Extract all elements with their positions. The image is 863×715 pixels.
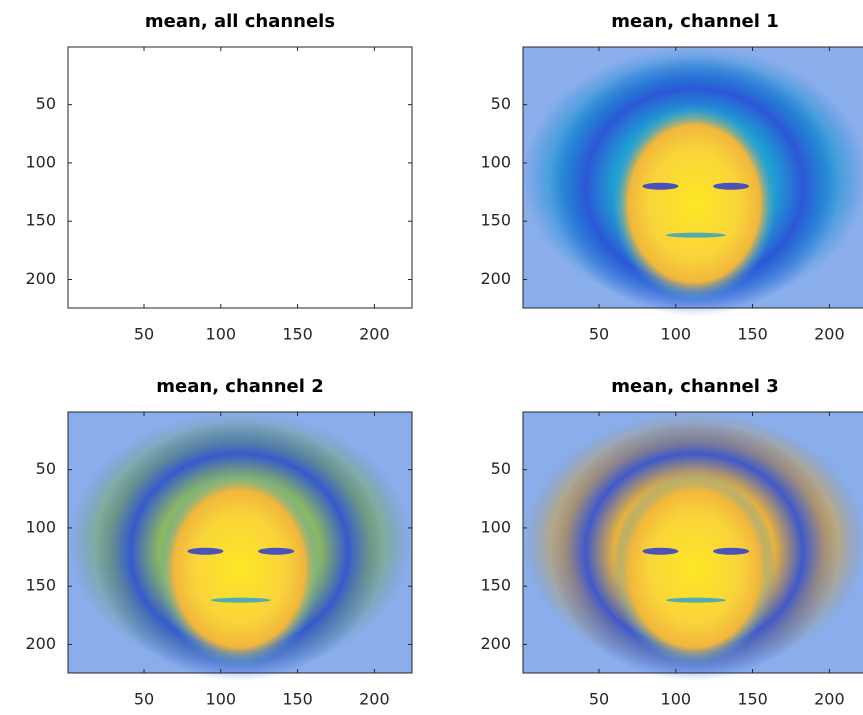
y-tick-label: 50 [491, 459, 511, 478]
y-tick-label: 100 [480, 517, 511, 536]
y-tick-label: 200 [25, 269, 56, 288]
subplot-title: mean, channel 1 [611, 11, 778, 32]
x-tick-label: 150 [737, 690, 768, 709]
subplot-title: mean, channel 2 [156, 376, 323, 397]
image-eye [713, 548, 749, 555]
image-face [612, 106, 776, 302]
image-face [612, 471, 776, 667]
axes-background [68, 47, 412, 308]
x-tick-label: 150 [737, 325, 768, 344]
x-tick-label: 100 [206, 325, 237, 344]
x-tick-label: 150 [282, 690, 313, 709]
x-tick-label: 50 [134, 690, 154, 709]
x-tick-label: 50 [589, 690, 609, 709]
image-mouth [666, 233, 726, 238]
image-eye [642, 548, 678, 555]
y-tick-label: 150 [25, 576, 56, 595]
y-tick-label: 50 [491, 94, 511, 113]
y-tick-label: 50 [36, 459, 56, 478]
figure: mean, all channels 50 100 150 200 50 100 150 200… [0, 0, 863, 715]
x-tick-label: 50 [134, 325, 154, 344]
x-tick-label: 50 [589, 325, 609, 344]
x-tick-label: 100 [661, 325, 692, 344]
y-tick-label: 200 [25, 634, 56, 653]
y-tick-label: 200 [480, 269, 511, 288]
image [523, 47, 863, 316]
image [68, 412, 412, 681]
y-tick-label: 100 [480, 152, 511, 171]
subplot-title: mean, all channels [145, 11, 335, 32]
image-mouth [666, 598, 726, 603]
x-tick-label: 200 [359, 325, 390, 344]
x-tick-label: 200 [814, 690, 845, 709]
x-tick-label: 200 [814, 325, 845, 344]
y-tick-label: 100 [25, 152, 56, 171]
x-tick-label: 150 [282, 325, 313, 344]
subplot: mean, all channels 50 100 150 200 50 100 150 200 [25, 11, 412, 344]
y-tick-label: 200 [480, 634, 511, 653]
image-eye [187, 548, 223, 555]
x-tick-label: 200 [359, 690, 390, 709]
image-eye [258, 548, 294, 555]
figure-body: mean, all channels 50 100 150 200 50 100 150 200… [25, 11, 863, 709]
y-tick-label: 150 [480, 576, 511, 595]
image-eye [713, 183, 749, 190]
subplot: mean, channel 1 50 100 150 200 50 100 150 200 [480, 11, 863, 344]
subplot-title: mean, channel 3 [611, 376, 778, 397]
subplot: mean, channel 3 50 100 150 200 50 100 150 200 [480, 376, 863, 709]
image-mouth [211, 598, 271, 603]
x-tick-label: 100 [206, 690, 237, 709]
image-eye [642, 183, 678, 190]
subplot: mean, channel 2 50 100 150 200 50 100 150 200 [25, 376, 412, 709]
x-tick-label: 100 [661, 690, 692, 709]
y-tick-label: 150 [480, 211, 511, 230]
image [523, 412, 863, 681]
y-tick-label: 150 [25, 211, 56, 230]
image-face [157, 471, 321, 667]
y-tick-label: 50 [36, 94, 56, 113]
y-tick-label: 100 [25, 517, 56, 536]
